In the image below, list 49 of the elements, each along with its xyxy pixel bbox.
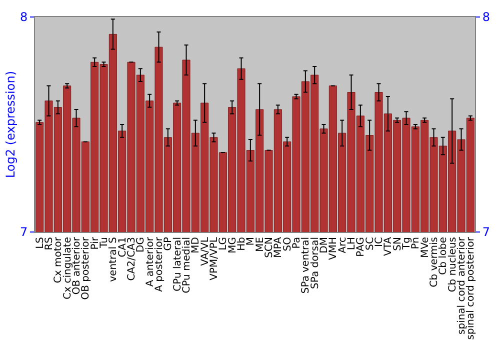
x-tick-label: SO xyxy=(282,236,294,252)
x-tick-label: Cx cingulate xyxy=(62,237,74,300)
x-tick-label: MPA xyxy=(273,236,284,258)
x-tick-label: CPu medial xyxy=(182,237,192,294)
x-tick-label: SC xyxy=(364,236,376,250)
x-tick-label: VTA xyxy=(383,236,394,256)
x-tick-label: Tu xyxy=(99,237,110,249)
x-tick-label: SN xyxy=(392,237,404,251)
x-tick-label: Cb lobe xyxy=(438,237,450,275)
x-tick-label: Pir xyxy=(90,236,101,250)
x-tick-label: RS xyxy=(44,237,55,250)
x-tick-label: Pa xyxy=(292,237,302,249)
y-axis-title: Log2 (expression) xyxy=(3,71,18,178)
x-tick-label: DM xyxy=(319,237,330,254)
x-tick-label: SPa dorsal xyxy=(310,237,321,289)
x-tick-label: MVe xyxy=(420,237,431,258)
y2-tick-label: 7 xyxy=(482,225,490,240)
x-tick-label: Pn xyxy=(410,237,422,250)
x-tick-label: SCN xyxy=(264,237,275,258)
x-tick-label: spinal cord posterior xyxy=(466,236,477,340)
x-tick-label: A anterior xyxy=(144,236,156,287)
x-tick-label: OB posterior xyxy=(80,236,92,300)
x-tick-label: VPM/VPL xyxy=(209,236,220,280)
x-tick-label: PAG xyxy=(356,237,367,257)
x-tick-label: A posterior xyxy=(154,236,165,292)
x-tick-label: VMH xyxy=(328,237,340,260)
x-tick-label: GP xyxy=(163,237,174,251)
x-tick-label: LS xyxy=(34,237,46,249)
x-tick-label: MD xyxy=(190,236,202,254)
x-tick-label: OB anterior xyxy=(72,236,82,295)
x-tick-label: M xyxy=(246,237,257,246)
x-tick-label: ventral S xyxy=(108,237,120,282)
x-tick-label: Hb xyxy=(236,237,248,251)
x-tick-label: CPu lateral xyxy=(172,237,184,292)
x-tick-label: DG xyxy=(136,237,147,252)
x-tick-label: CA1 xyxy=(117,237,128,258)
x-tick-label: VA/VL xyxy=(200,236,211,266)
x-tick-label: Tg xyxy=(402,237,412,250)
x-tick-label: Cb vermis xyxy=(429,237,440,288)
x-tick-label: Cb nucleus xyxy=(447,237,458,292)
x-tick-label: MG xyxy=(227,237,238,254)
x-tick-label: LH xyxy=(346,237,358,250)
y2-tick-label: 8 xyxy=(482,10,490,24)
x-tick-label: LG xyxy=(218,237,230,250)
x-tick-label: spinal cord anterior xyxy=(456,236,468,334)
x-tick-label: ME xyxy=(254,237,266,252)
x-tick-label: IC xyxy=(374,236,385,247)
x-tick-label: CA2/CA3 xyxy=(126,237,138,281)
x-tick-label: Arc xyxy=(337,237,348,254)
